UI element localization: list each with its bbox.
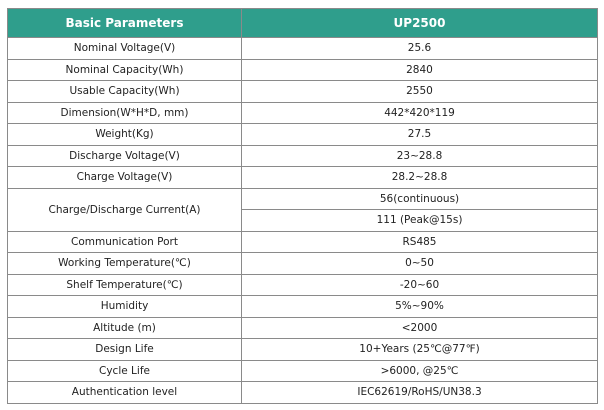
label-cell: Humidity (7, 295, 242, 318)
table-header: Basic Parameters UP2500 (7, 8, 598, 38)
table-row: Charge Voltage(V) 28.2~28.8 (7, 166, 598, 189)
label-cell: Shelf Temperature(℃) (7, 273, 242, 296)
label-cell: Cycle Life (7, 359, 242, 382)
label-cell: Charge/Discharge Current(A) (7, 187, 242, 232)
value-cell: 0~50 (241, 252, 598, 275)
label-cell: Communication Port (7, 230, 242, 253)
header-row: Basic Parameters UP2500 (7, 8, 598, 38)
table-row: Usable Capacity(Wh) 2550 (7, 80, 598, 103)
label-cell: Charge Voltage(V) (7, 166, 242, 189)
value-cell: IEC62619/RoHS/UN38.3 (241, 381, 598, 404)
table-row: Shelf Temperature(℃) -20~60 (7, 273, 598, 296)
table-body: Nominal Voltage(V) 25.6 Nominal Capacity(W… (7, 37, 598, 404)
table-row: Authentication level IEC62619/RoHS/UN38.3 (7, 381, 598, 404)
label-cell: Weight(Kg) (7, 123, 242, 146)
table-row: Charge/Discharge Current(A) 56(continuous… (7, 187, 598, 232)
table-row: Working Temperature(℃) 0~50 (7, 252, 598, 275)
label-cell: Usable Capacity(Wh) (7, 80, 242, 103)
table-row: Communication Port RS485 (7, 230, 598, 253)
table-row: Discharge Voltage(V) 23~28.8 (7, 144, 598, 167)
value-cell: >6000, @25℃ (241, 359, 598, 382)
value-cell: RS485 (241, 230, 598, 253)
value-cell: 28.2~28.8 (241, 166, 598, 189)
table-row: Altitude (m) <2000 (7, 316, 598, 339)
label-cell: Dimension(W*H*D, mm) (7, 101, 242, 124)
table-row: Cycle Life >6000, @25℃ (7, 359, 598, 382)
table-row: Dimension(W*H*D, mm) 442*420*119 (7, 101, 598, 124)
value-cell: 2840 (241, 58, 598, 81)
value-cell: 10+Years (25℃@77℉) (241, 338, 598, 361)
table-row: Weight(Kg) 27.5 (7, 123, 598, 146)
header-cell: Basic Parameters (7, 8, 242, 38)
label-cell: Nominal Capacity(Wh) (7, 58, 242, 81)
label-cell: Nominal Voltage(V) (7, 37, 242, 60)
value-cell: <2000 (241, 316, 598, 339)
value-cell: 442*420*119 (241, 101, 598, 124)
label-cell: Discharge Voltage(V) (7, 144, 242, 167)
table-row: Nominal Capacity(Wh) 2840 (7, 58, 598, 81)
value-cell: 25.6 (241, 37, 598, 60)
table-row: Nominal Voltage(V) 25.6 (7, 37, 598, 60)
value-cell: 23~28.8 (241, 144, 598, 167)
value-cell: 56(continuous) (241, 187, 598, 210)
value-cell: 5%~90% (241, 295, 598, 318)
label-cell: Design Life (7, 338, 242, 361)
parameter-table: Basic Parameters UP2500 Nominal Voltage(… (7, 8, 598, 404)
table-row: Design Life 10+Years (25℃@77℉) (7, 338, 598, 361)
table-row: Humidity 5%~90% (7, 295, 598, 318)
label-cell: Authentication level (7, 381, 242, 404)
label-cell: Working Temperature(℃) (7, 252, 242, 275)
value-cell: 2550 (241, 80, 598, 103)
value-cell: 111 (Peak@15s) (241, 209, 598, 232)
label-cell: Altitude (m) (7, 316, 242, 339)
value-cell: -20~60 (241, 273, 598, 296)
header-cell: UP2500 (241, 8, 598, 38)
value-cell: 27.5 (241, 123, 598, 146)
